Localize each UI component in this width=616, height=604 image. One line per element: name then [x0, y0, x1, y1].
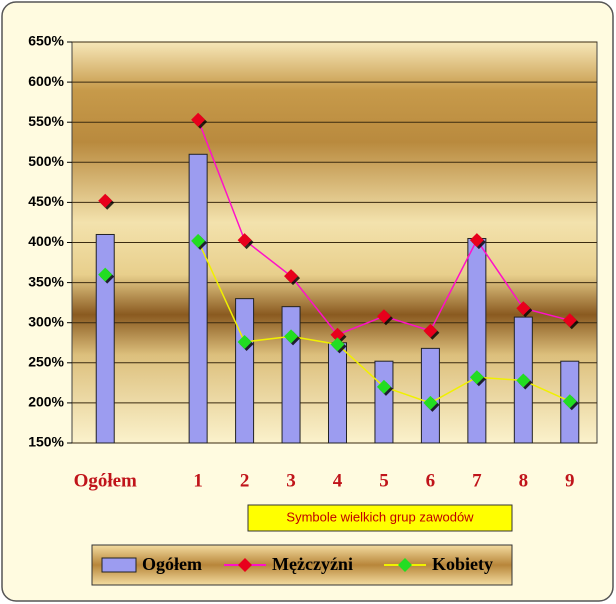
marks [95, 112, 580, 444]
y-tick-label: 400% [28, 233, 64, 249]
labels: 150% 200% 250% 300% 350% 400% 450% 500% 550% 600%… [28, 33, 574, 492]
bar [467, 237, 487, 444]
x-tick-label: 8 [519, 470, 529, 491]
marker [237, 233, 252, 248]
marker [98, 267, 113, 282]
x-tick-label: 4 [333, 470, 343, 491]
y-tick-label: 350% [28, 273, 64, 289]
legend-swatch [101, 557, 137, 573]
marker [98, 193, 113, 208]
bar [420, 347, 440, 444]
x-tick-label: 5 [379, 470, 389, 491]
legend-label: Mężczyźni [272, 554, 353, 574]
y-tick-label: 550% [28, 113, 64, 129]
marker [191, 112, 206, 127]
annotation-box [247, 504, 513, 532]
marker [516, 301, 531, 316]
y-tick-label: 200% [28, 394, 64, 410]
y-tick-label: 300% [28, 313, 64, 329]
y-tick-label: 250% [28, 354, 64, 370]
x-tick-label: 1 [193, 470, 203, 491]
bar [235, 298, 255, 444]
marker [330, 337, 345, 352]
x-tick-label: 9 [565, 470, 575, 491]
marker [237, 334, 252, 349]
marker [284, 329, 299, 344]
legend-items: Ogółem Mężczyźni Kobiety [101, 554, 493, 574]
y-tick-label: 450% [28, 193, 64, 209]
x-tick-label: 3 [286, 470, 296, 491]
bar [328, 342, 347, 444]
annotation: Symbole wielkich grup zawodów [286, 509, 474, 524]
legend-label: Kobiety [432, 554, 493, 574]
y-tick-label: 500% [28, 153, 64, 169]
x-tick-label: 6 [426, 470, 436, 491]
bar [281, 306, 301, 444]
legend-marker [398, 558, 412, 572]
marker [516, 373, 531, 388]
legend-marker [238, 558, 252, 572]
y-tick-label: 650% [28, 33, 64, 49]
legend [91, 544, 513, 586]
bar [188, 153, 208, 444]
legend-label: Ogółem [142, 554, 202, 574]
marker [191, 233, 206, 248]
y-tick-label: 600% [28, 73, 64, 89]
marker [469, 370, 484, 385]
bar [95, 233, 115, 444]
x-tick-label: Ogółem [74, 470, 137, 491]
marker [423, 323, 438, 338]
marker [284, 269, 299, 284]
x-tick-label: 2 [240, 470, 250, 491]
marker [330, 327, 345, 342]
bar [374, 360, 394, 444]
marker [562, 394, 577, 409]
marker [376, 379, 391, 394]
marker [376, 309, 391, 324]
grid [67, 41, 597, 444]
x-tick-label: 7 [472, 470, 482, 491]
marker [423, 395, 438, 410]
y-tick-label: 150% [28, 434, 64, 450]
marker [469, 233, 484, 248]
marker [562, 313, 577, 328]
